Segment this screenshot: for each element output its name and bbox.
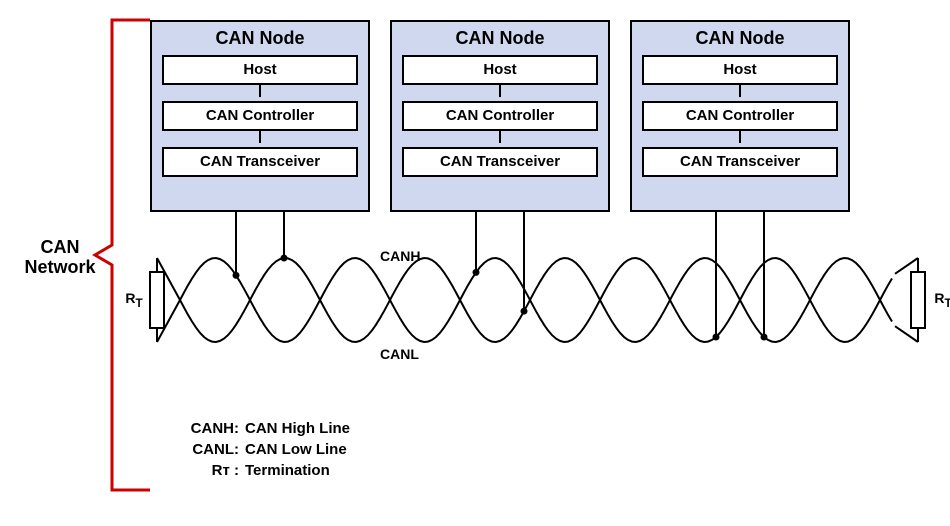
block-connector [642,131,838,143]
block-connector [402,85,598,97]
network-label: CAN Network [5,238,115,278]
block-connector [402,131,598,143]
legend-value: Termination [245,462,330,479]
legend-key: CANL: [175,439,245,460]
legend-key: Rᴛ : [175,460,245,481]
legend: CANH:CAN High LineCANL:CAN Low LineRᴛ :T… [175,418,350,481]
node-title: CAN Node [392,28,608,49]
junction-dot [521,308,528,315]
canh-wire [180,258,892,342]
legend-key: CANH: [175,418,245,439]
node-title: CAN Node [152,28,368,49]
node-block: Host [162,55,358,85]
junction-dot [281,255,288,262]
canh-label: CANH [380,248,420,264]
block-connector [162,131,358,143]
termination-resistor [911,272,925,328]
node-title: CAN Node [632,28,848,49]
rt-left-label: RT [122,290,146,310]
node-block: CAN Transceiver [162,147,358,177]
canl-wire [180,258,892,342]
node-block: CAN Controller [642,101,838,131]
node-block: Host [642,55,838,85]
block-connector [642,85,838,97]
node-block: Host [402,55,598,85]
junction-dot [233,272,240,279]
diagram-canvas: CAN Network CAN NodeHostCAN ControllerCA… [0,0,950,526]
junction-dot [761,333,768,340]
termination-resistor [150,272,164,328]
legend-value: CAN Low Line [245,441,347,458]
legend-row: Rᴛ :Termination [175,460,350,481]
node-block: CAN Transceiver [642,147,838,177]
canl-label: CANL [380,346,419,362]
legend-row: CANH:CAN High Line [175,418,350,439]
node-block: CAN Controller [162,101,358,131]
legend-value: CAN High Line [245,420,350,437]
junction-dot [473,269,480,276]
junction-dot [713,333,720,340]
legend-row: CANL:CAN Low Line [175,439,350,460]
rt-right-label: RT [931,290,950,310]
can-node: CAN Node Host CAN Controller CAN Transceive… [150,20,370,212]
can-node: CAN Node Host CAN Controller CAN Transceive… [630,20,850,212]
node-block: CAN Controller [402,101,598,131]
block-connector [162,85,358,97]
node-block: CAN Transceiver [402,147,598,177]
can-node: CAN Node Host CAN Controller CAN Transceive… [390,20,610,212]
